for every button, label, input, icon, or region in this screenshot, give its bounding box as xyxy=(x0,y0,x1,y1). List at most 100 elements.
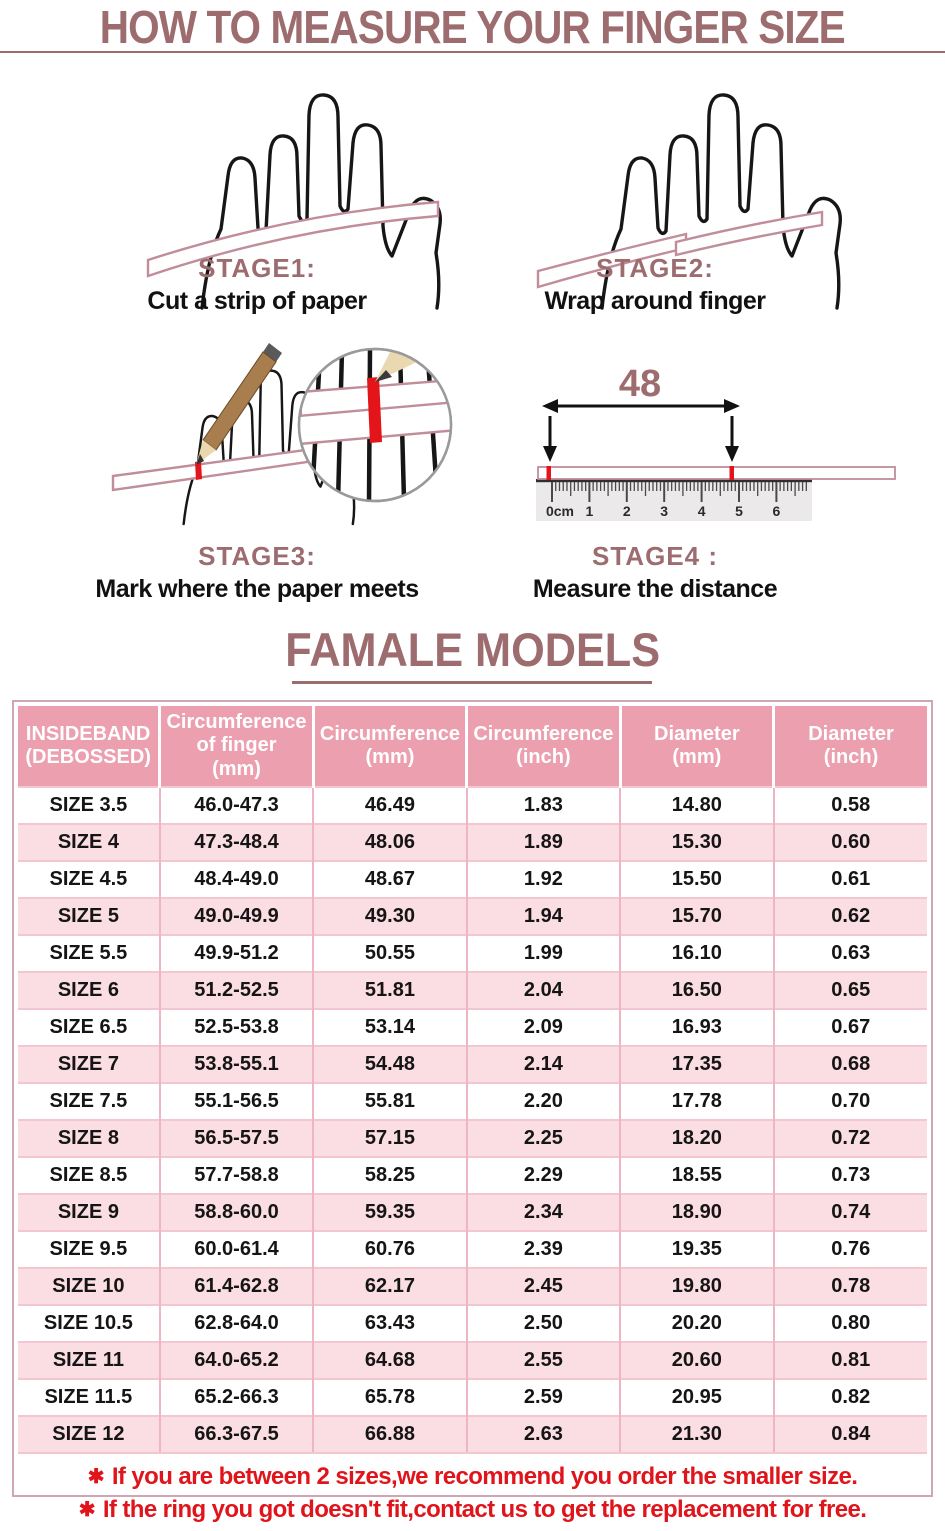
table-cell: 63.43 xyxy=(312,1305,467,1342)
ruler-number: 6 xyxy=(773,503,781,519)
table-cell: 53.14 xyxy=(312,1009,467,1046)
table-cell: 59.35 xyxy=(312,1194,467,1231)
table-row: SIZE 3.5 46.0-47.3 46.49 1.83 14.80 0.58 xyxy=(18,787,927,824)
table-cell: 49.30 xyxy=(312,898,467,935)
table-cell: 2.55 xyxy=(465,1342,621,1379)
section-title: FAMALE MODELS xyxy=(285,623,660,676)
table-header-row: INSIDEBAND (DEBOSSED) Circumference of fing… xyxy=(18,706,927,787)
table-cell: 20.95 xyxy=(619,1379,774,1416)
table-cell: 15.30 xyxy=(619,824,774,861)
ruler-labels: 0cm 1 2 3 4 5 6 xyxy=(546,503,781,519)
note-text: If the ring you got doesn't fit,contact … xyxy=(102,1496,867,1523)
ruler-measure-icon: 48 0cm 1 2 3 4 5 6 xyxy=(536,363,896,521)
table-cell: 55.81 xyxy=(312,1083,467,1120)
star-icon: ✱ xyxy=(87,1466,105,1488)
magnifier-icon xyxy=(297,347,453,503)
table-cell: SIZE 10 xyxy=(52,1275,125,1297)
table-cell: 16.93 xyxy=(619,1009,774,1046)
table-cell: 1.99 xyxy=(465,935,621,972)
stage1-label: STAGE1: xyxy=(198,253,316,283)
table-cell: 1.94 xyxy=(465,898,621,935)
table-cell: 49.9-51.2 xyxy=(158,935,314,972)
table-cell: 17.78 xyxy=(619,1083,774,1120)
table-cell: 15.50 xyxy=(619,861,774,898)
table-cell: 54.48 xyxy=(312,1046,467,1083)
table-cell: 19.35 xyxy=(619,1231,774,1268)
table-cell: 58.25 xyxy=(312,1157,467,1194)
table-row: SIZE 6 51.2-52.5 51.81 2.04 16.50 0.65 xyxy=(18,972,927,1009)
table-cell: 51.81 xyxy=(312,972,467,1009)
table-cell: SIZE 10.5 xyxy=(43,1312,133,1334)
size-chart-box: INSIDEBAND (DEBOSSED) Circumference of fing… xyxy=(12,700,933,1523)
title-divider xyxy=(0,51,945,53)
table-cell: 2.29 xyxy=(465,1157,621,1194)
table-cell: 65.2-66.3 xyxy=(158,1379,314,1416)
table-cell: 20.60 xyxy=(619,1342,774,1379)
stage4-caption: Measure the distance xyxy=(532,575,778,603)
table-cell: 56.5-57.5 xyxy=(158,1120,314,1157)
table-cell: 53.8-55.1 xyxy=(158,1046,314,1083)
table-cell: 2.20 xyxy=(465,1083,621,1120)
ruler-number: 3 xyxy=(660,503,668,519)
column-header: Circumference (mm) xyxy=(311,706,467,787)
table-cell: 0.74 xyxy=(772,1194,927,1231)
table-cell: 46.49 xyxy=(312,787,467,824)
ruler-number: 4 xyxy=(698,503,706,519)
table-cell: 1.89 xyxy=(465,824,621,861)
table-cell: SIZE 12 xyxy=(52,1423,125,1445)
table-cell: 52.5-53.8 xyxy=(158,1009,314,1046)
size-table: INSIDEBAND (DEBOSSED) Circumference of fing… xyxy=(18,706,927,1452)
table-cell: 20.20 xyxy=(619,1305,774,1342)
table-cell: 2.63 xyxy=(465,1416,621,1452)
note-text: If you are between 2 sizes,we recommend … xyxy=(111,1463,858,1490)
table-row: SIZE 4 47.3-48.4 48.06 1.89 15.30 0.60 xyxy=(18,824,927,861)
table-row: SIZE 9 58.8-60.0 59.35 2.34 18.90 0.74 xyxy=(18,1194,927,1231)
table-row: SIZE 5 49.0-49.9 49.30 1.94 15.70 0.62 xyxy=(18,898,927,935)
column-header: Diameter (mm) xyxy=(618,706,774,787)
table-cell: 0.62 xyxy=(772,898,927,935)
down-arrow-icons xyxy=(543,416,739,462)
stage1-caption: Cut a strip of paper xyxy=(147,287,367,315)
paper-strip xyxy=(537,466,896,480)
note-line: ✱ If the ring you got doesn't fit,contact… xyxy=(18,1494,927,1527)
table-cell: SIZE 9 xyxy=(57,1201,119,1223)
table-row: SIZE 11 64.0-65.2 64.68 2.55 20.60 0.81 xyxy=(18,1342,927,1379)
table-cell: 2.59 xyxy=(465,1379,621,1416)
hand-strip-wrapped-icon xyxy=(536,93,842,310)
stage3-text: STAGE3: Mark where the paper meets xyxy=(57,541,457,604)
measurement-value: 48 xyxy=(619,363,661,405)
ruler-ticks xyxy=(551,482,807,502)
page-title: HOW TO MEASURE YOUR FINGER SIZE xyxy=(100,1,846,53)
table-cell: SIZE 11 xyxy=(52,1349,124,1371)
pencil-icon xyxy=(196,343,282,465)
table-cell: 60.76 xyxy=(312,1231,467,1268)
table-cell: 14.80 xyxy=(619,787,774,824)
table-row: SIZE 6.5 52.5-53.8 53.14 2.09 16.93 0.67 xyxy=(18,1009,927,1046)
table-cell: 47.3-48.4 xyxy=(158,824,314,861)
column-header: Circumference of finger (mm) xyxy=(158,706,314,787)
hand-pencil-magnifier-icon xyxy=(111,343,453,526)
table-cell: 0.78 xyxy=(772,1268,927,1305)
table-row: SIZE 8.5 57.7-58.8 58.25 2.29 18.55 0.73 xyxy=(18,1157,927,1194)
table-cell: SIZE 3.5 xyxy=(49,794,128,816)
table-cell: 18.20 xyxy=(619,1120,774,1157)
table-row: SIZE 10.5 62.8-64.0 63.43 2.50 20.20 0.80 xyxy=(18,1305,927,1342)
table-cell: 0.60 xyxy=(772,824,927,861)
table-cell: 0.68 xyxy=(772,1046,927,1083)
ruler-number: 0cm xyxy=(546,503,574,519)
table-cell: 0.58 xyxy=(772,787,927,824)
table-cell: 16.10 xyxy=(619,935,774,972)
stage2-caption: Wrap around finger xyxy=(544,287,766,315)
table-cell: 62.8-64.0 xyxy=(158,1305,314,1342)
table-cell: 61.4-62.8 xyxy=(158,1268,314,1305)
table-cell: SIZE 5 xyxy=(57,905,119,927)
table-cell: 57.7-58.8 xyxy=(158,1157,314,1194)
table-cell: 0.82 xyxy=(772,1379,927,1416)
table-cell: 2.09 xyxy=(465,1009,621,1046)
table-cell: 46.0-47.3 xyxy=(158,787,314,824)
ruler-body: 0cm 1 2 3 4 5 6 xyxy=(536,479,812,521)
stage1-text: STAGE1: Cut a strip of paper xyxy=(57,253,457,316)
table-cell: 57.15 xyxy=(312,1120,467,1157)
table-cell: 0.67 xyxy=(772,1009,927,1046)
table-cell: 0.63 xyxy=(772,935,927,972)
